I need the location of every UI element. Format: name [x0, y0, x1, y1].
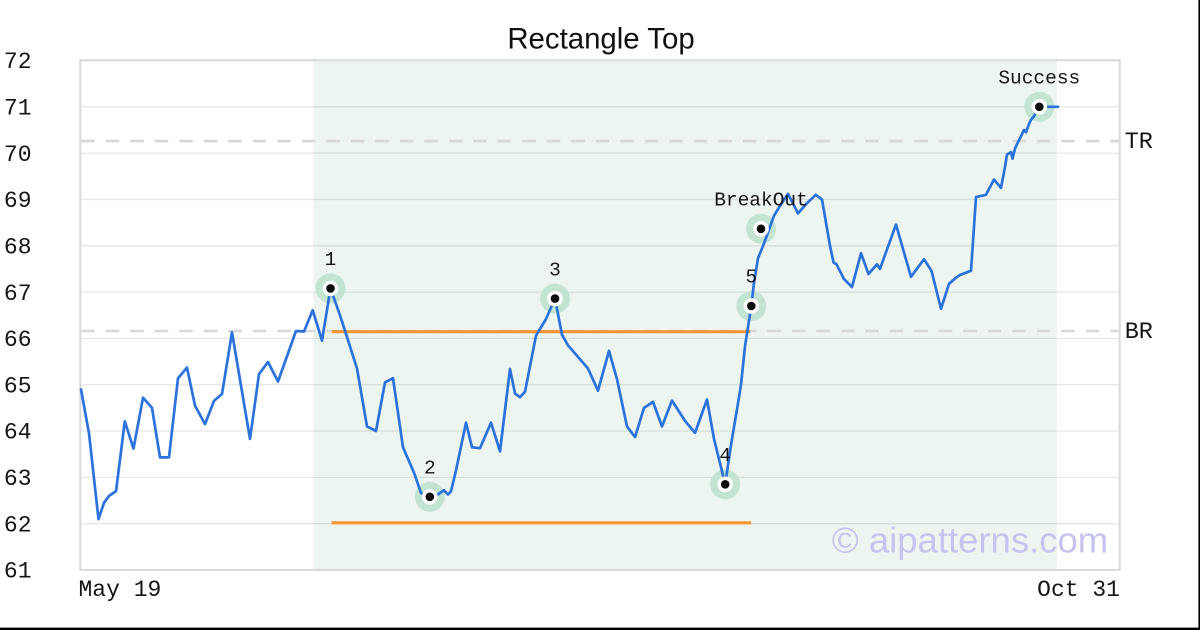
svg-text:5: 5 [745, 267, 757, 289]
svg-text:Success: Success [998, 68, 1080, 90]
svg-text:© aipatterns.com: © aipatterns.com [832, 520, 1108, 561]
svg-text:70: 70 [4, 142, 32, 168]
svg-text:May 19: May 19 [79, 577, 162, 603]
svg-text:1: 1 [325, 249, 337, 271]
svg-text:69: 69 [4, 188, 32, 214]
svg-text:63: 63 [4, 466, 32, 492]
svg-text:BreakOut: BreakOut [714, 190, 808, 212]
svg-text:TR: TR [1125, 129, 1153, 156]
svg-text:Rectangle Top: Rectangle Top [507, 23, 694, 56]
svg-text:4: 4 [719, 445, 731, 467]
svg-text:71: 71 [4, 96, 32, 122]
svg-text:66: 66 [4, 327, 32, 353]
svg-text:64: 64 [4, 420, 32, 446]
svg-text:2: 2 [424, 458, 436, 480]
svg-text:61: 61 [4, 559, 32, 585]
svg-text:62: 62 [4, 512, 32, 538]
svg-text:BR: BR [1125, 319, 1153, 346]
svg-text:72: 72 [4, 49, 32, 75]
svg-text:65: 65 [4, 373, 32, 399]
svg-text:Oct 31: Oct 31 [1037, 577, 1120, 603]
svg-text:67: 67 [4, 281, 32, 307]
svg-text:68: 68 [4, 235, 32, 261]
svg-text:3: 3 [549, 259, 561, 281]
